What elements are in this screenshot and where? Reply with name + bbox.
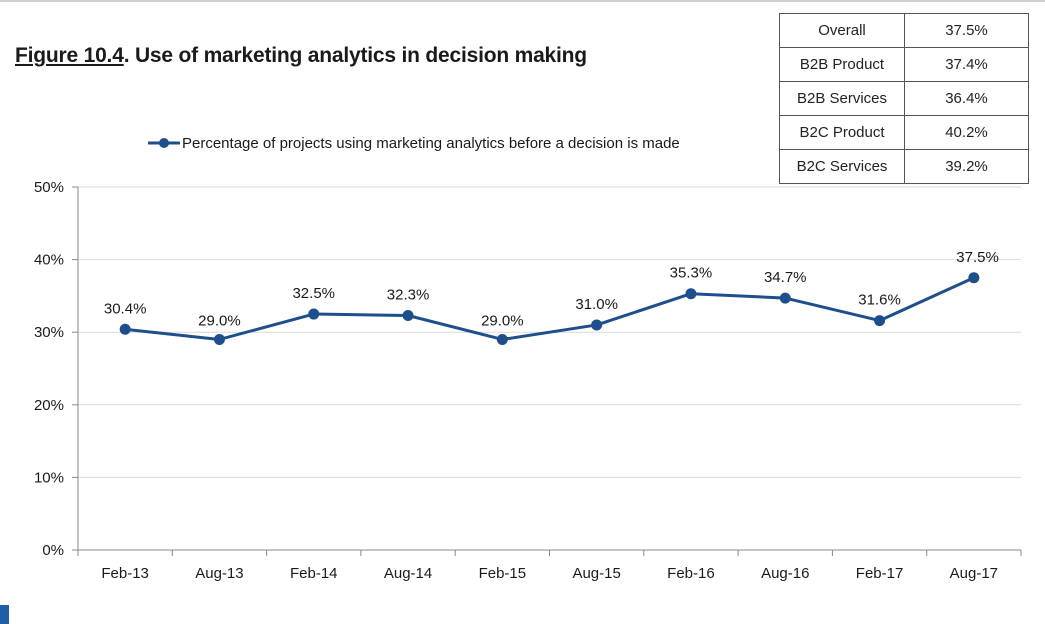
table-cell-value: 40.2% [904,115,1029,150]
data-label: 32.3% [387,287,430,304]
data-label: 32.5% [292,285,335,302]
data-label: 34.7% [764,269,807,286]
data-label: 37.5% [956,249,999,266]
x-tick-label: Aug-16 [761,565,809,582]
data-point [402,310,414,322]
table-cell-value: 39.2% [904,149,1029,184]
x-tick-label: Feb-13 [101,565,149,582]
table-row: Overall 37.5% [779,13,1029,48]
data-label: 29.0% [198,312,241,329]
table-cell-label: B2C Product [779,115,905,150]
corner-mark [0,605,9,624]
x-tick-label: Feb-17 [856,565,904,582]
x-tick-label: Aug-15 [572,565,620,582]
figure-title: Figure 10.4. Use of marketing analytics … [15,44,587,68]
table-cell-value: 36.4% [904,81,1029,116]
x-tick-label: Feb-14 [290,565,338,582]
y-tick-label: 20% [34,397,64,414]
table-row: B2B Services 36.4% [779,81,1029,116]
data-label: 31.6% [858,292,901,309]
y-tick-label: 10% [34,469,64,486]
data-label: 29.0% [481,312,524,329]
table-row: B2B Product 37.4% [779,47,1029,82]
data-label: 35.3% [670,265,713,282]
table-cell-label: B2C Services [779,149,905,184]
x-tick-label: Aug-13 [195,565,243,582]
table-cell-value: 37.4% [904,47,1029,82]
x-tick-label: Feb-15 [479,565,527,582]
y-tick-label: 30% [34,324,64,341]
table-cell-label: B2B Services [779,81,905,116]
x-tick-label: Aug-14 [384,565,432,582]
x-tick-label: Aug-17 [950,565,998,582]
table-row: B2C Services 39.2% [779,149,1029,184]
y-tick-label: 40% [34,252,64,269]
figure-title-text: . Use of marketing analytics in decision… [123,44,587,67]
figure-number: Figure 10.4 [15,44,124,67]
data-point [874,315,886,327]
table-row: B2C Product 40.2% [779,115,1029,150]
legend-label: Percentage of projects using marketing a… [182,135,680,152]
legend-marker [159,138,169,148]
y-tick-label: 0% [42,542,64,559]
top-rule [0,0,1045,2]
data-point [591,319,603,331]
series-line [124,276,975,341]
data-point [496,333,508,345]
data-point [119,323,131,335]
summary-table: Overall 37.5% B2B Product 37.4% B2B Serv… [779,13,1029,184]
y-tick-label: 50% [34,179,64,196]
data-point [308,308,320,320]
x-tick-label: Feb-16 [667,565,715,582]
data-point [968,272,980,284]
data-point [213,333,225,345]
table-cell-value: 37.5% [904,13,1029,48]
data-label: 31.0% [575,296,618,313]
data-point [779,292,791,304]
data-point [685,288,697,300]
data-label: 30.4% [104,300,147,317]
